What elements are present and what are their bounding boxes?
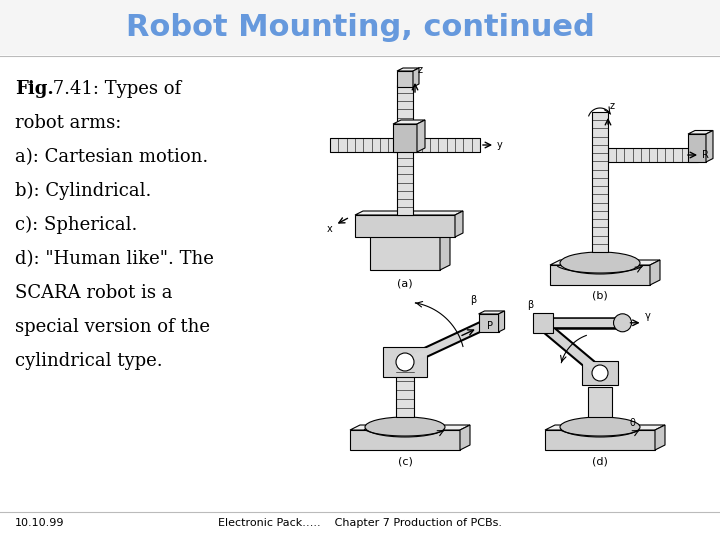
Text: 7.41: Types of: 7.41: Types of [47,80,181,98]
FancyBboxPatch shape [0,0,720,55]
Text: γ: γ [644,311,650,321]
Text: y: y [497,140,503,150]
Text: a): Cartesian motion.: a): Cartesian motion. [15,148,208,166]
Polygon shape [455,211,463,237]
Text: (a): (a) [397,278,413,288]
Text: (d): (d) [592,457,608,467]
Bar [588,387,612,417]
Polygon shape [350,425,470,430]
Text: SCARA robot is a: SCARA robot is a [15,284,173,302]
Polygon shape [479,311,505,314]
Text: R: R [702,150,709,160]
Bar [397,71,413,87]
Text: z: z [610,101,615,111]
Text: P: P [487,321,493,331]
Text: β: β [528,300,534,310]
Polygon shape [413,68,419,87]
Text: 10.10.99: 10.10.99 [15,518,65,528]
Text: special version of the: special version of the [15,318,210,336]
Bar [592,112,608,252]
Polygon shape [355,211,463,215]
Text: (b): (b) [592,290,608,300]
Polygon shape [545,425,665,430]
Bar [545,430,655,450]
Polygon shape [655,425,665,450]
Bar [479,314,498,332]
Text: Electronic Pack…..    Chapter 7 Production of PCBs.: Electronic Pack….. Chapter 7 Production … [218,518,502,528]
Ellipse shape [560,252,640,274]
Bar [397,85,413,215]
Bar [370,235,440,270]
Bar [533,313,552,333]
Polygon shape [370,230,450,235]
Text: β: β [470,295,476,305]
Polygon shape [650,260,660,285]
Bar [550,265,650,285]
Polygon shape [550,260,660,265]
Text: z: z [418,65,423,75]
Circle shape [592,365,608,381]
Ellipse shape [365,417,445,437]
Text: x: x [327,224,333,234]
Text: Robot Mounting, continued: Robot Mounting, continued [125,14,595,43]
Bar [360,217,450,235]
Polygon shape [460,425,470,450]
Text: b): Cylindrical.: b): Cylindrical. [15,182,151,200]
Text: θ: θ [630,418,636,428]
Bar [688,134,706,162]
Bar [330,138,480,152]
Bar [350,430,460,450]
Text: c): Spherical.: c): Spherical. [15,216,138,234]
Bar [393,124,417,152]
Circle shape [396,353,414,371]
Polygon shape [498,311,505,332]
Polygon shape [450,213,458,235]
Text: Fig.: Fig. [15,80,54,98]
Polygon shape [440,230,450,270]
Bar [383,347,427,377]
Polygon shape [393,120,425,124]
Polygon shape [688,131,713,134]
Polygon shape [397,68,419,71]
Circle shape [613,314,631,332]
Text: d): "Human like". The: d): "Human like". The [15,250,214,268]
Ellipse shape [560,417,640,437]
Text: robot arms:: robot arms: [15,114,122,132]
Text: (c): (c) [397,457,413,467]
Bar [396,372,414,417]
Bar [355,215,455,237]
Polygon shape [417,120,425,152]
Polygon shape [360,213,458,217]
Text: cylindrical type.: cylindrical type. [15,352,163,370]
Polygon shape [706,131,713,162]
Bar [582,361,618,385]
Bar [608,148,698,162]
